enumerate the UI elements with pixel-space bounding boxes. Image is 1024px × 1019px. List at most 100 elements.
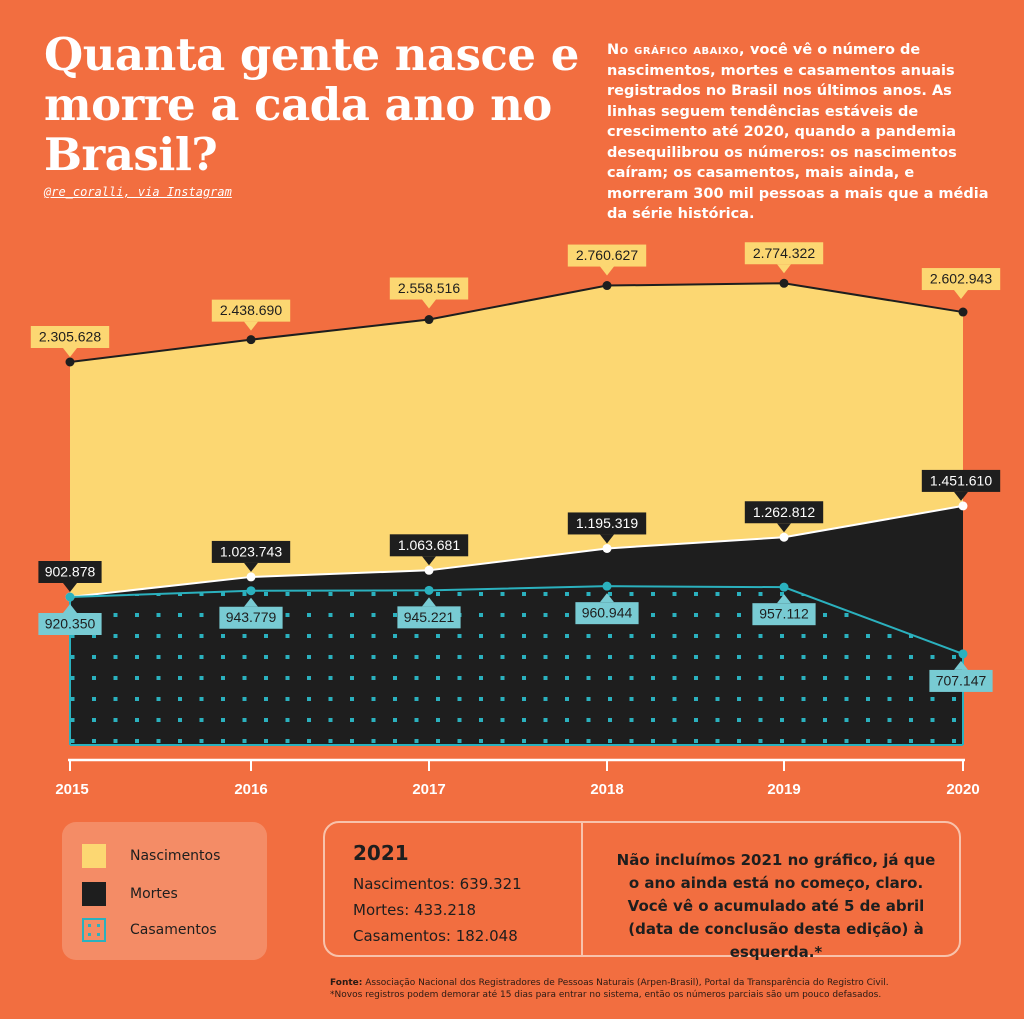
source-note: Fonte: Associação Nacional dos Registrad… — [330, 977, 1010, 1001]
mortes-data-label-text: 902.878 — [45, 564, 96, 580]
mortes-data-label-pointer — [954, 491, 968, 501]
casamentos-data-label-text: 960.944 — [582, 605, 633, 621]
nascimentos-data-label-box — [389, 277, 469, 300]
intro-lead: No gráfico abaixo, — [607, 42, 745, 58]
x-tick-label: 2015 — [55, 781, 88, 798]
mortes-data-label-text: 1.023.743 — [220, 543, 282, 559]
casamentos-point — [958, 649, 968, 659]
casamentos-point — [65, 592, 75, 602]
nascimentos-line — [69, 282, 964, 363]
x-tick-label: 2016 — [234, 781, 267, 798]
casamentos-data-label-pointer — [244, 597, 258, 607]
nascimentos-point — [958, 307, 968, 317]
nascimentos-point — [246, 335, 256, 345]
mortes-data-label-box — [389, 534, 469, 557]
credit-link[interactable]: @re_coralli, via Instagram — [44, 185, 232, 199]
casamentos-swatch — [82, 918, 106, 942]
mortes-data-label: 1.063.681 — [389, 534, 469, 566]
mortes-data-label: 1.195.319 — [567, 512, 647, 544]
casamentos-point — [424, 585, 434, 595]
legend-item-casamentos: Casamentos — [82, 918, 217, 942]
nascimentos-data-label-pointer — [63, 348, 77, 357]
casamentos-point — [779, 582, 789, 592]
nascimentos-data-label-box — [211, 299, 291, 322]
casamentos-data-label: 920.350 — [38, 604, 102, 635]
legend-item-nascimentos: Nascimentos — [82, 844, 220, 868]
nascimentos-swatch — [82, 844, 106, 868]
page-title: Quanta gente nasce e morre a cada ano no… — [44, 28, 579, 181]
nascimentos-data-label-text: 2.305.628 — [39, 329, 101, 345]
nascimentos-data-label-box — [921, 268, 1001, 291]
box-2021: 2021 Nascimentos: 639.321 Mortes: 433.21… — [323, 821, 961, 961]
box-2021-note: Não incluímos 2021 no gráfico, já que o … — [616, 851, 936, 961]
nascimentos-data-label: 2.760.627 — [567, 244, 647, 276]
mortes-point — [779, 532, 789, 542]
legend-label: Nascimentos — [130, 848, 221, 864]
stat-mortes: Mortes: 433.218 — [353, 901, 477, 919]
intro-body: você vê o número de nascimentos, mortes … — [607, 42, 989, 222]
x-tick-label: 2017 — [412, 781, 445, 798]
mortes-point — [958, 501, 968, 511]
mortes-data-label: 1.262.812 — [744, 501, 824, 533]
casamentos-data-label-box — [219, 606, 283, 629]
nascimentos-point — [602, 281, 612, 291]
casamentos-data-label-pointer — [63, 604, 77, 613]
mortes-data-label-box — [744, 501, 824, 524]
nascimentos-data-label-text: 2.760.627 — [576, 247, 638, 263]
casamentos-line — [69, 585, 964, 655]
casamentos-point — [602, 581, 612, 591]
mortes-line — [69, 504, 964, 598]
casamentos-data-label: 960.944 — [575, 593, 639, 625]
mortes-data-label-box — [38, 561, 102, 583]
area-chart: 2.305.628 902.878 920.350 2.438.690 1.023.74… — [30, 242, 1001, 798]
mortes-data-label-box — [211, 540, 291, 563]
mortes-data-label-box — [567, 512, 647, 535]
nascimentos-data-label-pointer — [954, 290, 968, 300]
mortes-point — [246, 572, 256, 582]
stat-nascimentos: Nascimentos: 639.321 — [353, 875, 522, 893]
nascimentos-data-label-text: 2.558.516 — [398, 280, 460, 296]
casamentos-data-label-pointer — [600, 593, 614, 603]
casamentos-data-label-text: 943.779 — [226, 609, 277, 625]
mortes-data-label-pointer — [600, 534, 614, 544]
nascimentos-point — [65, 357, 75, 367]
casamentos-data-label: 957.112 — [752, 594, 816, 626]
nascimentos-data-label-text: 2.774.322 — [753, 245, 815, 261]
mortes-data-label-pointer — [777, 523, 791, 533]
mortes-data-label-text: 1.195.319 — [576, 515, 638, 531]
nascimentos-point — [779, 278, 789, 288]
box-divider — [581, 823, 583, 955]
casamentos-data-label-box — [38, 613, 102, 635]
mortes-data-label-pointer — [422, 556, 436, 566]
nascimentos-data-label: 2.558.516 — [389, 277, 469, 309]
nascimentos-data-label-text: 2.602.943 — [930, 271, 992, 287]
casamentos-point — [246, 586, 256, 596]
mortes-data-label: 902.878 — [38, 561, 102, 592]
mortes-data-label: 1.451.610 — [921, 469, 1001, 501]
casamentos-data-label: 945.221 — [397, 597, 461, 629]
box-2021-year: 2021 — [353, 841, 409, 865]
mortes-data-label-text: 1.063.681 — [398, 537, 460, 553]
source-text: Associação Nacional dos Registradores de… — [362, 978, 889, 988]
nascimentos-data-label: 2.305.628 — [30, 326, 110, 357]
source-label: Fonte: — [330, 978, 363, 988]
nascimentos-point — [424, 315, 434, 325]
casamentos-data-label: 943.779 — [219, 597, 283, 629]
mortes-data-label-pointer — [244, 562, 258, 572]
casamentos-data-label-box — [575, 602, 639, 625]
casamentos-data-label-box — [397, 606, 461, 629]
mortes-data-label-box — [921, 469, 1001, 492]
mortes-point — [602, 543, 612, 553]
legend-label: Casamentos — [130, 922, 217, 938]
casamentos-data-label-text: 957.112 — [759, 606, 809, 622]
legend-label: Mortes — [130, 886, 178, 902]
x-tick-label: 2018 — [590, 781, 623, 798]
mortes-data-label-pointer — [63, 583, 77, 592]
legend: Nascimentos Mortes Casamentos — [62, 822, 267, 960]
casamentos-data-label-box — [752, 603, 816, 626]
casamentos-data-label-pointer — [422, 597, 436, 607]
x-tick-label: 2019 — [767, 781, 800, 798]
nascimentos-data-label-text: 2.438.690 — [220, 302, 282, 318]
mortes-point — [424, 565, 434, 575]
x-tick-label: 2020 — [946, 781, 979, 798]
